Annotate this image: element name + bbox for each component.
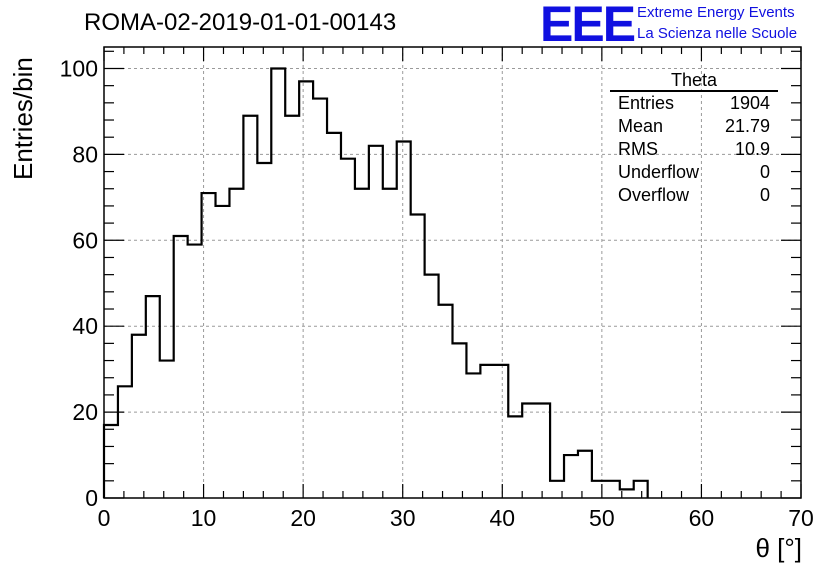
x-tick-label: 30 bbox=[390, 505, 416, 531]
y-tick-label: 60 bbox=[72, 227, 98, 253]
stats-row: Overflow 0 bbox=[610, 184, 778, 207]
stats-value: 0 bbox=[759, 185, 770, 205]
stats-value: 21.79 bbox=[724, 116, 770, 136]
stats-value: 0 bbox=[759, 162, 770, 182]
x-tick-label: 70 bbox=[788, 505, 814, 531]
y-tick-label: 0 bbox=[85, 485, 98, 511]
x-tick-label: 10 bbox=[191, 505, 217, 531]
x-tick-label: 60 bbox=[689, 505, 715, 531]
stats-label: Entries bbox=[618, 93, 675, 113]
x-tick-label: 0 bbox=[98, 505, 111, 531]
stats-row: RMS 10.9 bbox=[610, 138, 778, 161]
stats-label: RMS bbox=[618, 139, 658, 159]
eee-logo: EEE bbox=[540, 0, 636, 52]
stats-label: Mean bbox=[618, 116, 664, 136]
histogram-series bbox=[102, 67, 649, 498]
stats-label: Overflow bbox=[618, 185, 690, 205]
y-tick-label: 80 bbox=[72, 141, 98, 167]
x-tick-label: 20 bbox=[290, 505, 316, 531]
stats-box: Theta Entries 1904 Mean 21.79 RMS 10.9 U… bbox=[610, 70, 778, 207]
stats-value: 10.9 bbox=[734, 139, 770, 159]
stats-value: 1904 bbox=[729, 93, 770, 113]
stats-row: Mean 21.79 bbox=[610, 115, 778, 138]
tick-labels: 0 10 20 30 40 50 60 70 0 20 40 60 80 100 bbox=[60, 55, 814, 531]
x-axis-label: θ [°] bbox=[755, 533, 802, 563]
stats-row: Entries 1904 bbox=[610, 92, 778, 115]
plot-frame bbox=[103, 46, 802, 499]
chart-title: ROMA-02-2019-01-01-00143 bbox=[84, 9, 397, 36]
x-tick-label: 50 bbox=[589, 505, 615, 531]
x-tick-label: 40 bbox=[489, 505, 515, 531]
stats-title: Theta bbox=[610, 70, 778, 92]
logo-line-1: Extreme Energy Events bbox=[637, 4, 795, 21]
axes bbox=[103, 46, 802, 499]
y-tick-label: 20 bbox=[72, 399, 98, 425]
y-axis-label-wrap: Entries/bin bbox=[8, 40, 38, 180]
histogram-step-line bbox=[102, 67, 649, 498]
y-tick-label: 100 bbox=[60, 55, 98, 81]
logo-line-2: La Scienza nelle Scuole bbox=[637, 25, 798, 42]
y-tick-label: 40 bbox=[72, 313, 98, 339]
y-axis-label: Entries/bin bbox=[8, 57, 38, 180]
stats-label: Underflow bbox=[618, 162, 700, 182]
stats-row: Underflow 0 bbox=[610, 161, 778, 184]
tick-marks bbox=[103, 47, 802, 499]
